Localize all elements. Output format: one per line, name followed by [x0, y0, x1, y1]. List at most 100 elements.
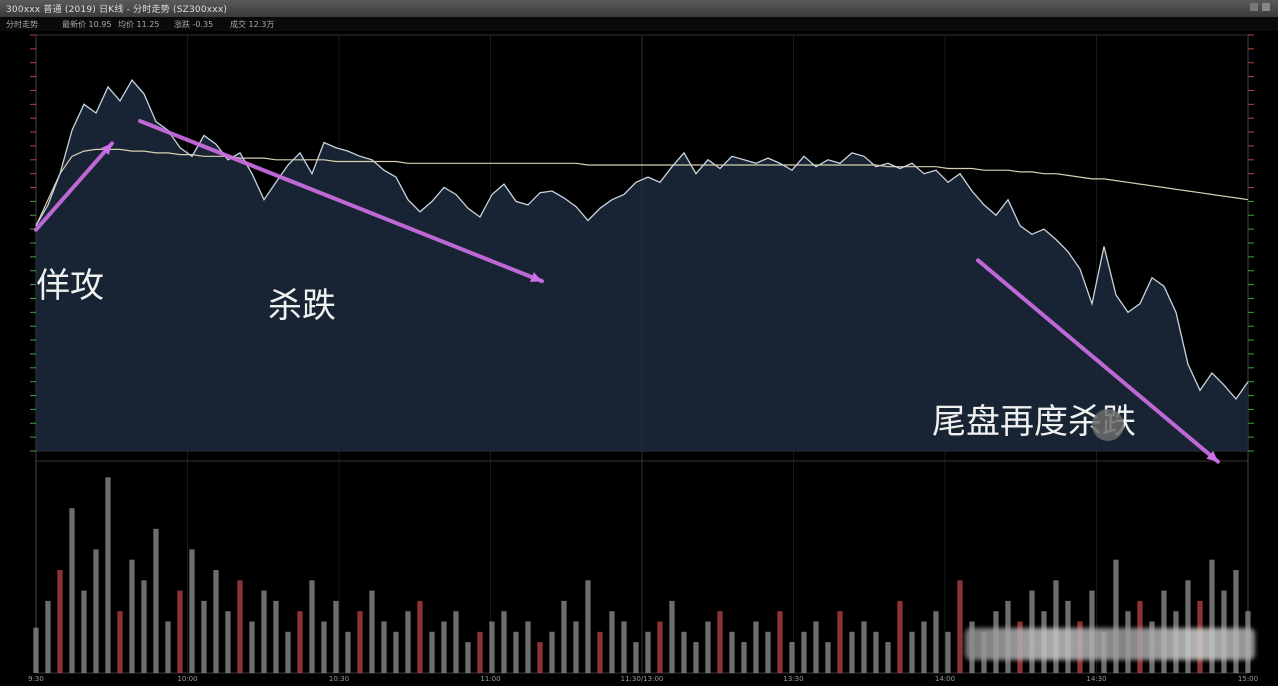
avg-price-line	[35, 148, 1249, 226]
volume-bar	[285, 631, 291, 673]
annotation-label: 佯攻	[36, 266, 104, 306]
volume-bar	[813, 621, 819, 673]
info-item: 最新价 10.95	[62, 20, 112, 29]
volume-bar	[945, 631, 951, 673]
info-item: 涨跌 -0.35	[174, 20, 214, 29]
blur-blob	[1092, 409, 1124, 441]
volume-bar	[801, 631, 807, 673]
volume-bar	[429, 631, 435, 673]
volume-bar	[897, 600, 903, 673]
volume-bar	[225, 611, 231, 673]
price-area-fill	[36, 80, 1248, 451]
volume-bar	[537, 642, 543, 673]
volume-bar	[561, 600, 567, 673]
volume-bar	[57, 570, 63, 673]
volume-bar	[213, 570, 219, 673]
volume-bar	[513, 631, 519, 673]
info-item: 成交 12.3万	[230, 20, 275, 29]
volume-bar	[1233, 570, 1239, 673]
volume-bar	[597, 631, 603, 673]
watermark-blur	[965, 628, 1255, 660]
volume-bar	[69, 508, 75, 673]
volume-bar	[297, 611, 303, 673]
volume-bar	[237, 580, 243, 673]
volume-bar	[105, 477, 111, 673]
volume-bar	[189, 549, 195, 673]
volume-bar	[1113, 559, 1119, 673]
volume-bar	[741, 642, 747, 673]
volume-bar	[1209, 559, 1215, 673]
time-tick-label: 15:00	[1238, 675, 1258, 683]
arrow-down-1	[138, 119, 544, 284]
title-bar: 300xxx 普通 (2019) 日K线 - 分时走势 (SZ300xxx)	[0, 0, 1278, 17]
volume-bar	[45, 600, 51, 673]
volume-bar	[309, 580, 315, 673]
intraday-chart: 9:30 10:00 10:30 11:00 11:30/13:00 13:30 14:00…	[28, 34, 1258, 683]
volume-bar	[321, 621, 327, 673]
volume-bar	[165, 621, 171, 673]
volume-bar	[657, 621, 663, 673]
volume-bar	[417, 600, 423, 673]
window-title: 300xxx 普通 (2019) 日K线 - 分时走势 (SZ300xxx)	[6, 5, 228, 15]
close-icon[interactable]	[1262, 3, 1270, 11]
volume-bar	[609, 611, 615, 673]
volume-bar	[465, 642, 471, 673]
info-item: 均价 11.25	[118, 20, 160, 29]
volume-bar	[249, 621, 255, 673]
volume-bar	[369, 590, 375, 673]
price-line	[35, 78, 1249, 401]
time-axis: 9:30 10:00 10:30 11:00 11:30/13:00 13:30 14:00…	[28, 675, 1258, 683]
volume-bar	[117, 611, 123, 673]
volume-bar	[789, 642, 795, 673]
volume-bar	[753, 621, 759, 673]
maximize-icon[interactable]	[1250, 3, 1258, 11]
volume-bar	[525, 621, 531, 673]
volume-bar	[921, 621, 927, 673]
annotation-arrows	[34, 119, 1220, 464]
volume-bar	[681, 631, 687, 673]
volume-bar	[453, 611, 459, 673]
volume-bar	[585, 580, 591, 673]
volume-bar	[393, 631, 399, 673]
time-tick-label: 14:00	[935, 675, 955, 683]
volume-bar	[129, 559, 135, 673]
arrow-down-2-head	[1206, 450, 1218, 462]
volume-bar	[573, 621, 579, 673]
volume-bar	[633, 642, 639, 673]
volume-bar	[933, 611, 939, 673]
time-tick-label: 10:30	[329, 675, 349, 683]
volume-bar	[141, 580, 147, 673]
volume-bar	[825, 642, 831, 673]
volume-bar	[357, 611, 363, 673]
info-bar: 分时走势 最新价 10.95 均价 11.25 涨跌 -0.35 成交 12.3万	[0, 17, 1278, 31]
volume-bar	[261, 590, 267, 673]
info-item: 分时走势	[6, 20, 38, 29]
volume-bar	[777, 611, 783, 673]
volume-bar	[33, 627, 39, 673]
volume-bar	[345, 631, 351, 673]
volume-bar	[201, 600, 207, 673]
volume-bar	[873, 631, 879, 673]
time-tick-label: 11:00	[480, 675, 500, 683]
volume-bar	[1053, 580, 1059, 673]
volume-bar	[693, 642, 699, 673]
time-tick-label: 10:00	[177, 675, 197, 683]
time-tick-label: 9:30	[28, 675, 44, 683]
volume-bar	[549, 631, 555, 673]
volume-bar	[405, 611, 411, 673]
arrow-down-2	[976, 258, 1220, 464]
volume-bar	[477, 631, 483, 673]
volume-bar	[1185, 580, 1191, 673]
volume-bar	[153, 528, 159, 673]
volume-bar	[441, 621, 447, 673]
volume-bar	[669, 600, 675, 673]
annotation-label: 杀跌	[268, 286, 336, 326]
volume-bar	[849, 631, 855, 673]
arrow-up	[34, 141, 114, 232]
volume-bar	[717, 611, 723, 673]
volume-bar	[909, 631, 915, 673]
arrow-down-1-head	[530, 272, 542, 282]
time-tick-label: 14:30	[1086, 675, 1106, 683]
volume-bar	[957, 580, 963, 673]
arrow-up-head	[100, 143, 112, 155]
